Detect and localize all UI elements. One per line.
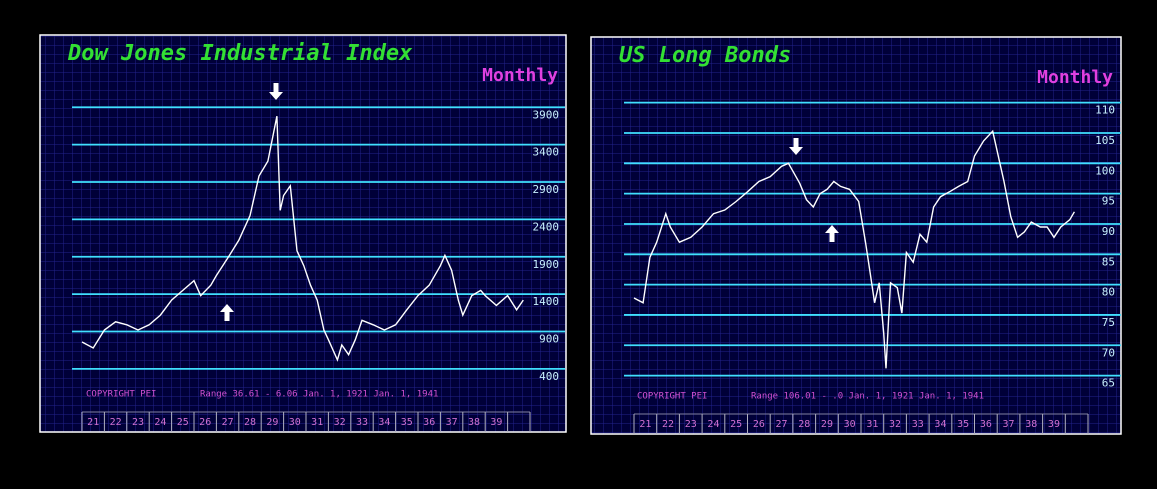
range-note: Range 36.61 - 6.06 Jan. 1, 1921 Jan. 1, … xyxy=(200,390,438,400)
x-tick-label: 33 xyxy=(356,417,368,428)
x-tick-label: 35 xyxy=(957,419,969,430)
x-tick-label: 30 xyxy=(289,417,301,428)
x-tick-label: 31 xyxy=(311,417,323,428)
x-tick-label: 21 xyxy=(639,419,651,430)
chart-subtitle: Monthly xyxy=(1037,67,1113,88)
arrow xyxy=(269,83,283,100)
x-tick-label: 24 xyxy=(154,417,166,428)
x-tick-label: 39 xyxy=(490,417,502,428)
x-tick-label: 24 xyxy=(707,419,719,430)
x-tick-label: 26 xyxy=(199,417,211,428)
chart-subtitle: Monthly xyxy=(482,65,558,86)
y-tick-label: 900 xyxy=(539,333,559,346)
x-tick-label: 36 xyxy=(980,419,992,430)
x-tick-label: 23 xyxy=(685,419,697,430)
price-line xyxy=(81,116,524,362)
x-tick-label: 23 xyxy=(132,417,144,428)
y-tick-label: 2900 xyxy=(533,183,560,196)
x-tick-label: 21 xyxy=(87,417,99,428)
arrow xyxy=(789,138,803,155)
y-tick-label: 95 xyxy=(1102,195,1115,208)
y-tick-label: 1900 xyxy=(533,258,560,271)
x-tick-label: 28 xyxy=(798,419,810,430)
x-tick-label: 28 xyxy=(244,417,256,428)
y-tick-label: 90 xyxy=(1102,225,1115,238)
x-tick-label: 29 xyxy=(266,417,278,428)
x-tick-label: 22 xyxy=(110,417,122,428)
x-tick-label: 37 xyxy=(1003,419,1015,430)
y-tick-label: 100 xyxy=(1095,164,1115,177)
y-tick-label: 400 xyxy=(539,370,559,383)
x-tick-label: 34 xyxy=(378,417,390,428)
price-line xyxy=(633,129,1076,369)
x-tick-label: 34 xyxy=(934,419,946,430)
panel xyxy=(590,36,1122,435)
x-tick-label: 29 xyxy=(821,419,833,430)
y-tick-label: 110 xyxy=(1095,104,1115,117)
y-tick-label: 3900 xyxy=(533,108,560,121)
y-tick-label: 85 xyxy=(1102,255,1115,268)
copyright: COPYRIGHT PEI xyxy=(637,392,707,402)
x-tick-label: 35 xyxy=(401,417,413,428)
x-tick-label: 39 xyxy=(1048,419,1060,430)
x-tick-label: 32 xyxy=(889,419,901,430)
chart-title: US Long Bonds xyxy=(619,43,791,68)
x-tick-label: 27 xyxy=(222,417,234,428)
x-tick-label: 27 xyxy=(776,419,788,430)
y-tick-label: 65 xyxy=(1102,377,1115,390)
copyright: COPYRIGHT PEI xyxy=(86,390,156,400)
x-tick-label: 33 xyxy=(912,419,924,430)
y-tick-label: 1400 xyxy=(533,295,560,308)
y-tick-label: 2400 xyxy=(533,220,560,233)
x-tick-label: 25 xyxy=(177,417,189,428)
x-tick-label: 25 xyxy=(730,419,742,430)
chart-title: Dow Jones Industrial Index xyxy=(67,41,413,66)
y-tick-label: 70 xyxy=(1102,346,1115,359)
x-tick-label: 38 xyxy=(1025,419,1037,430)
x-tick-label: 22 xyxy=(662,419,674,430)
y-tick-label: 75 xyxy=(1102,316,1115,329)
x-tick-label: 32 xyxy=(334,417,346,428)
panel xyxy=(39,34,567,433)
x-tick-label: 31 xyxy=(866,419,878,430)
y-tick-label: 80 xyxy=(1102,286,1115,299)
y-tick-label: 3400 xyxy=(533,146,560,159)
arrow xyxy=(825,225,839,242)
y-tick-label: 105 xyxy=(1095,134,1115,147)
range-note: Range 106.01 - .0 Jan. 1, 1921 Jan. 1, 1… xyxy=(751,392,984,402)
arrow xyxy=(220,304,234,321)
x-tick-label: 30 xyxy=(844,419,856,430)
x-tick-label: 26 xyxy=(753,419,765,430)
x-tick-label: 37 xyxy=(446,417,458,428)
x-tick-label: 38 xyxy=(468,417,480,428)
x-tick-label: 36 xyxy=(423,417,435,428)
